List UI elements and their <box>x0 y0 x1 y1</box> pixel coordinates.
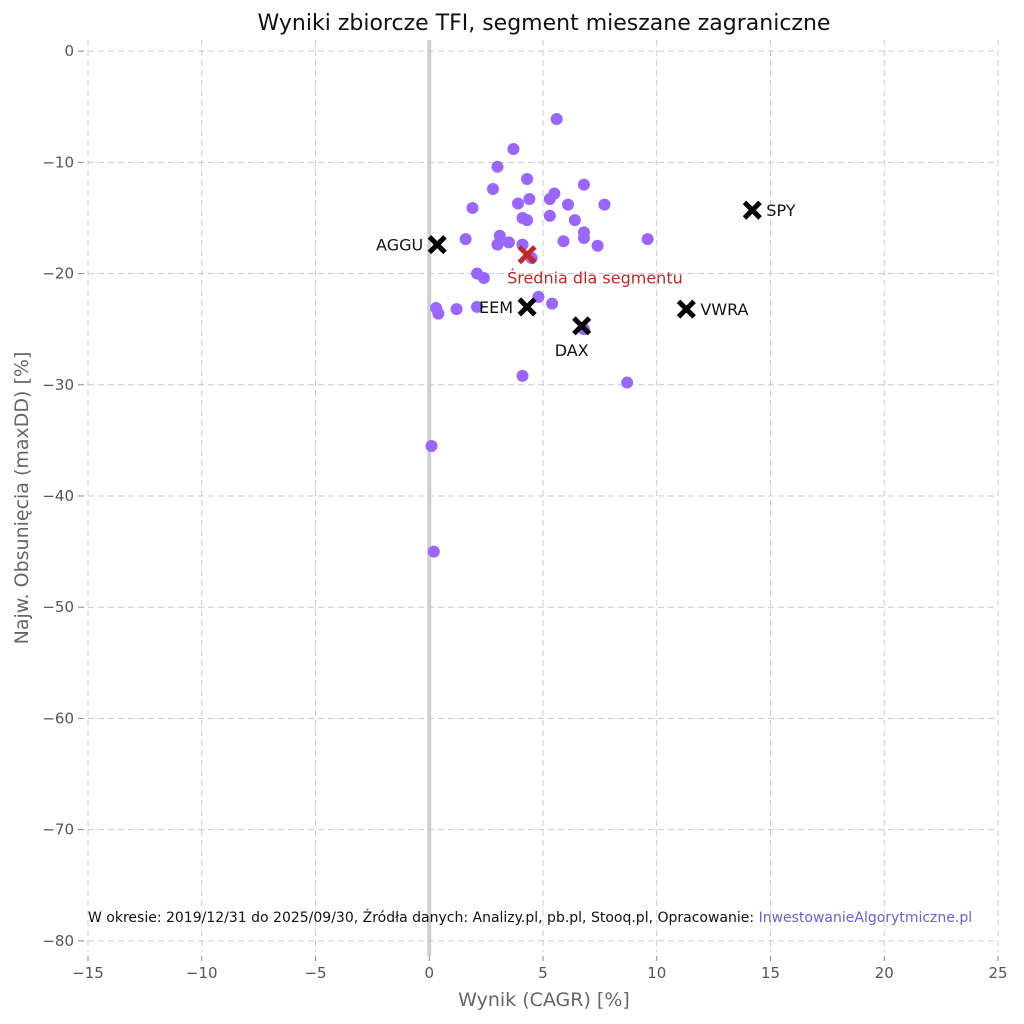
cross-stroke <box>517 297 537 317</box>
fund-point <box>546 297 559 310</box>
fund-point <box>466 201 479 214</box>
cross-stroke <box>517 245 537 265</box>
footnote-link[interactable]: InwestowanieAlgorytmiczne.pl <box>759 910 973 926</box>
x-tick-label: 0 <box>424 964 434 982</box>
y-tick-label: −80 <box>42 932 74 950</box>
fund-point <box>521 214 534 227</box>
x-tick-label: 10 <box>647 964 666 982</box>
fund-point <box>577 231 590 244</box>
x-tick-label: −10 <box>186 964 218 982</box>
fund-point <box>486 183 499 196</box>
x-tick-label: −5 <box>304 964 326 982</box>
y-axis: 0 −10 −20 −30 −40 −50 −60 −70 −80 <box>42 42 84 950</box>
y-tick-label: −20 <box>42 265 74 283</box>
chart-title: Wyniki zbiorcze TFI, segment mieszane za… <box>258 11 831 36</box>
fund-point <box>502 236 515 249</box>
average-marker-group: Średnia dla segmentu <box>507 245 683 288</box>
fund-point <box>459 233 472 246</box>
grid-lines <box>87 40 999 952</box>
benchmark-marker <box>572 316 592 336</box>
fund-point <box>543 209 556 222</box>
fund-point <box>598 198 611 211</box>
y-tick-label: 0 <box>64 42 74 60</box>
fund-point <box>425 439 438 452</box>
fund-point <box>471 300 484 313</box>
fund-point <box>491 160 504 173</box>
benchmark-marker <box>427 235 447 255</box>
x-tick-label: 25 <box>988 964 1007 982</box>
x-tick-label: 20 <box>875 964 894 982</box>
benchmark-label: AGGU <box>376 236 423 255</box>
cross-stroke <box>572 316 592 336</box>
fund-point <box>432 307 445 320</box>
fund-point <box>543 193 556 206</box>
fund-point <box>491 238 504 251</box>
fund-point <box>641 233 654 246</box>
fund-point <box>511 197 524 210</box>
fund-point <box>550 112 563 125</box>
x-axis: −15 −10 −5 0 5 10 15 20 25 <box>72 956 1008 982</box>
benchmark-marker <box>517 297 537 317</box>
y-tick-label: −70 <box>42 821 74 839</box>
cross-stroke <box>676 299 696 319</box>
x-tick-label: −15 <box>72 964 104 982</box>
benchmark-marker <box>676 299 696 319</box>
benchmark-label: VWRA <box>700 300 748 319</box>
fund-point <box>621 376 634 389</box>
fund-point <box>523 193 536 206</box>
fund-point <box>450 303 463 316</box>
benchmark-marker <box>742 200 762 220</box>
fund-point <box>562 198 575 211</box>
fund-point <box>477 272 490 285</box>
cross-stroke <box>742 200 762 220</box>
y-tick-label: −10 <box>42 153 74 171</box>
cross-stroke <box>427 235 447 255</box>
x-tick-label: 5 <box>538 964 548 982</box>
x-tick-label: 15 <box>761 964 780 982</box>
fund-point <box>557 235 570 248</box>
fund-point <box>568 214 581 227</box>
average-marker <box>517 245 537 265</box>
benchmark-label: DAX <box>555 341 589 360</box>
benchmark-label: SPY <box>766 201 795 220</box>
fund-point <box>521 173 534 186</box>
y-axis-title: Najw. Obsunięcia (maxDD) [%] <box>11 352 33 645</box>
fund-point <box>516 369 529 382</box>
benchmark-markers: SPY AGGU EEM VWRA DAX <box>376 200 796 360</box>
footnote: W okresie: 2019/12/31 do 2025/09/30, Źró… <box>88 908 972 926</box>
footnote-text: W okresie: 2019/12/31 do 2025/09/30, Źró… <box>88 908 759 926</box>
benchmark-label: EEM <box>479 298 513 317</box>
fund-point <box>577 178 590 191</box>
y-tick-label: −50 <box>42 598 74 616</box>
fund-point <box>591 239 604 252</box>
average-label: Średnia dla segmentu <box>507 269 683 288</box>
fund-point <box>507 142 520 155</box>
x-axis-title: Wynik (CAGR) [%] <box>458 989 630 1011</box>
fund-point <box>427 545 440 558</box>
y-tick-label: −30 <box>42 376 74 394</box>
fund-points <box>425 112 654 558</box>
y-tick-label: −40 <box>42 487 74 505</box>
y-tick-label: −60 <box>42 709 74 727</box>
